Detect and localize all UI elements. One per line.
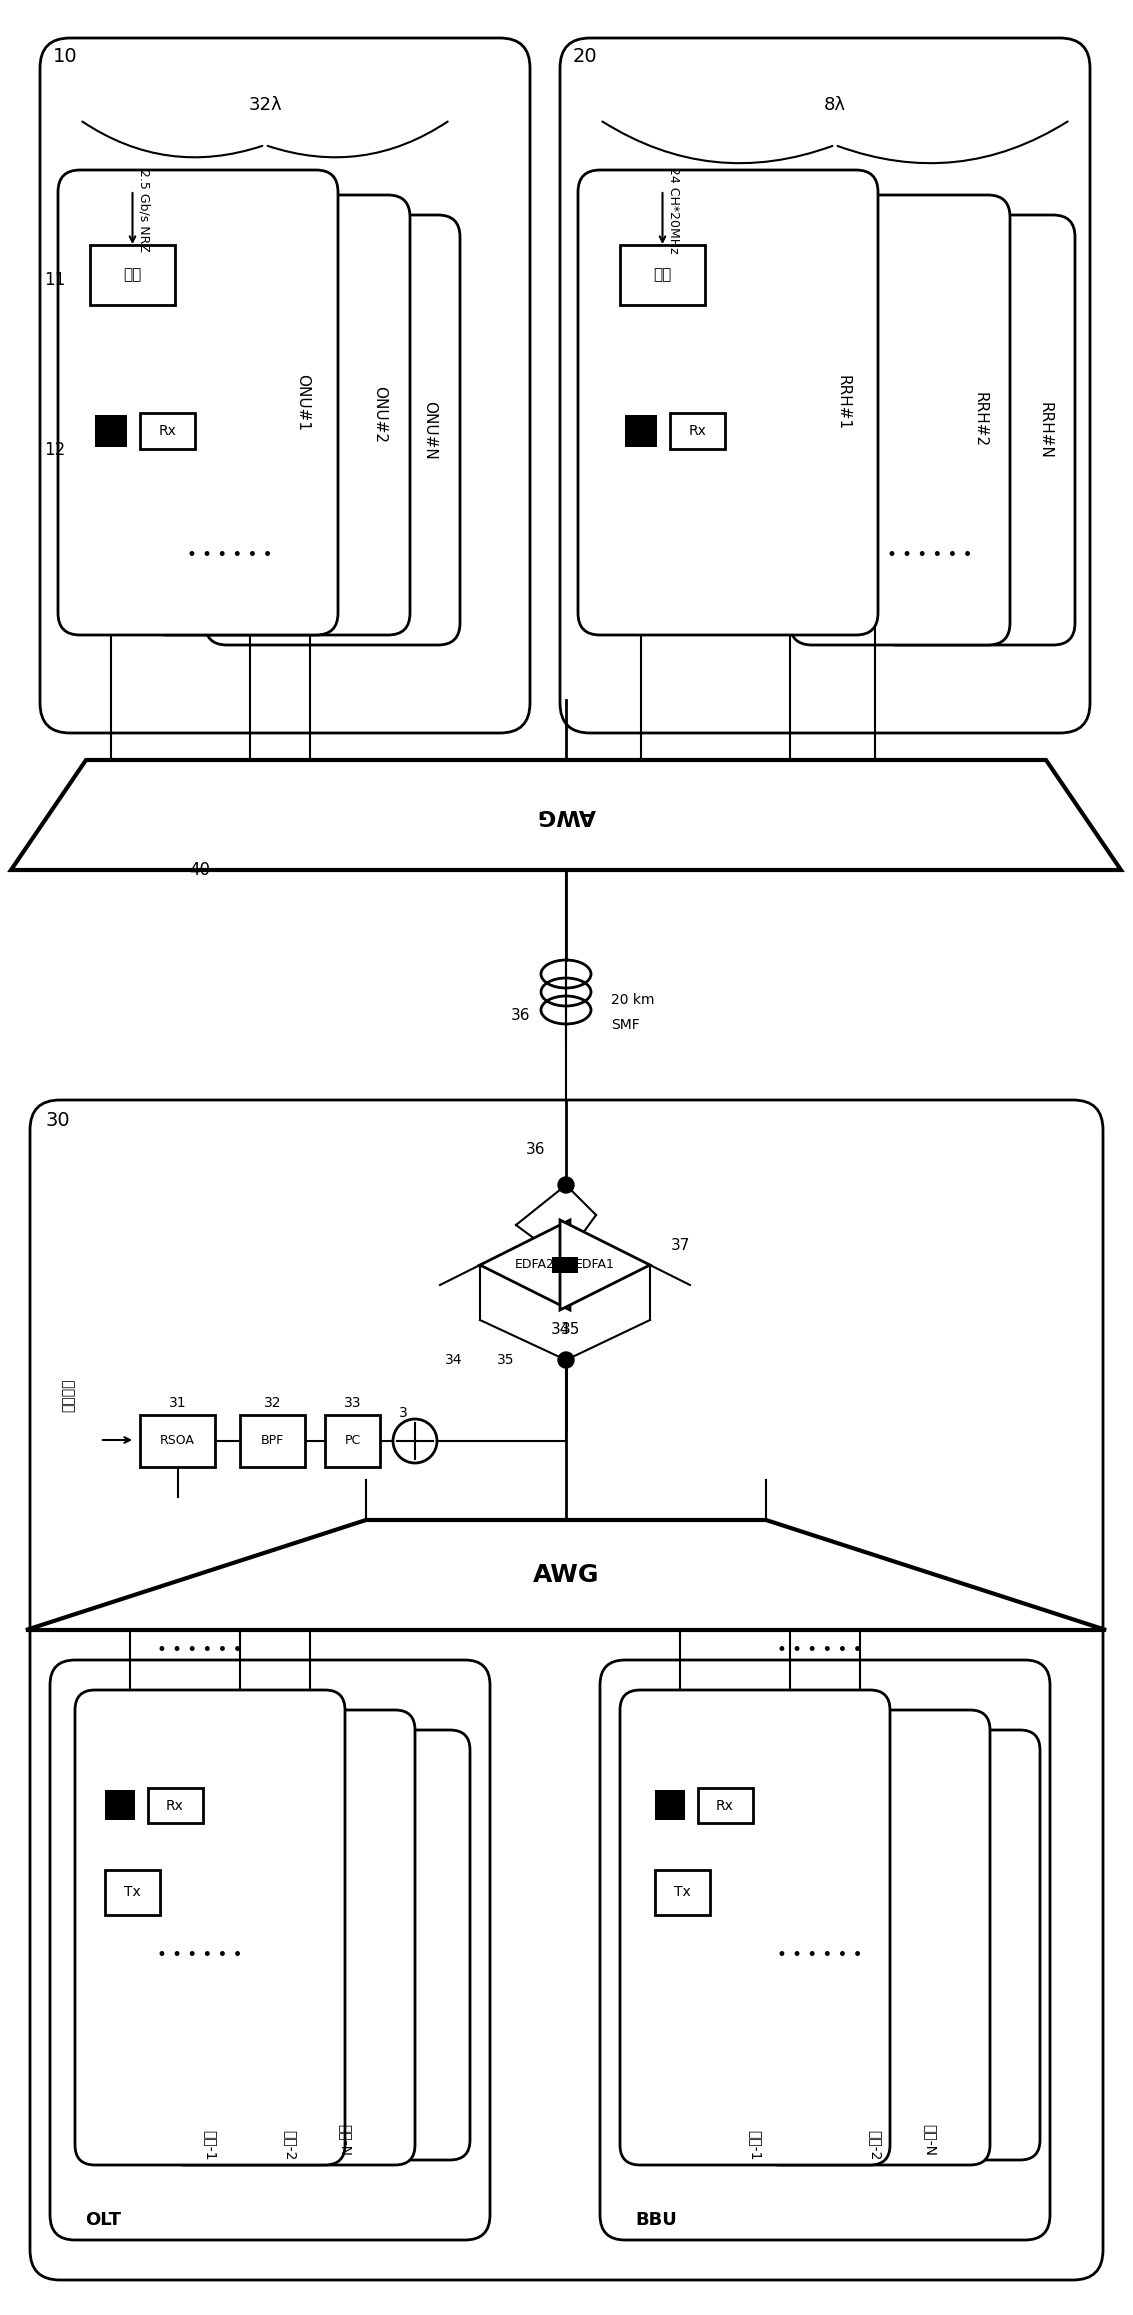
Text: 34: 34 <box>445 1352 462 1366</box>
Text: EDFA2: EDFA2 <box>516 1259 555 1271</box>
Circle shape <box>557 1352 574 1368</box>
Text: Rx: Rx <box>689 424 707 438</box>
Bar <box>325 1414 380 1468</box>
FancyBboxPatch shape <box>50 1660 489 2241</box>
Bar <box>90 245 174 306</box>
FancyBboxPatch shape <box>560 37 1090 734</box>
Bar <box>105 1789 135 1820</box>
FancyBboxPatch shape <box>600 1660 1050 2241</box>
Text: • • • • • •: • • • • • • <box>187 546 273 565</box>
Bar <box>95 414 127 447</box>
FancyBboxPatch shape <box>875 215 1075 646</box>
Text: 通道-N: 通道-N <box>338 2123 352 2155</box>
FancyBboxPatch shape <box>145 194 410 634</box>
Text: EDFA1: EDFA1 <box>576 1259 615 1271</box>
FancyBboxPatch shape <box>760 1711 990 2165</box>
FancyBboxPatch shape <box>220 1729 470 2160</box>
FancyBboxPatch shape <box>58 169 338 634</box>
Text: RRH#2: RRH#2 <box>972 394 988 447</box>
Text: 36: 36 <box>526 1144 546 1158</box>
FancyBboxPatch shape <box>820 1729 1040 2160</box>
Text: ONU#2: ONU#2 <box>373 387 387 444</box>
Bar <box>140 412 195 449</box>
Bar <box>148 1787 203 1822</box>
Bar <box>140 1414 215 1468</box>
Text: Rx: Rx <box>167 1799 184 1813</box>
Text: 12: 12 <box>44 440 66 458</box>
FancyBboxPatch shape <box>578 169 878 634</box>
Text: 10: 10 <box>53 46 77 65</box>
Text: 32: 32 <box>264 1396 281 1410</box>
Text: 36: 36 <box>511 1007 530 1023</box>
Bar <box>562 1257 578 1273</box>
FancyBboxPatch shape <box>790 194 1010 646</box>
Text: 34: 34 <box>551 1322 570 1338</box>
Text: 35: 35 <box>497 1352 514 1366</box>
Circle shape <box>557 1176 574 1192</box>
Text: RSOA: RSOA <box>160 1435 195 1447</box>
Text: 20 km: 20 km <box>611 993 655 1007</box>
Text: Rx: Rx <box>159 424 177 438</box>
Text: 40: 40 <box>189 861 211 880</box>
Bar <box>670 412 725 449</box>
Bar <box>620 245 705 306</box>
FancyBboxPatch shape <box>40 37 530 734</box>
Polygon shape <box>11 759 1121 870</box>
Text: 31: 31 <box>169 1396 186 1410</box>
Text: • • • • • •: • • • • • • <box>887 546 973 565</box>
Text: RRH#N: RRH#N <box>1038 400 1053 458</box>
Text: AWG: AWG <box>537 806 596 824</box>
FancyBboxPatch shape <box>620 1690 891 2165</box>
FancyBboxPatch shape <box>29 1100 1104 2280</box>
Polygon shape <box>480 1220 570 1310</box>
Text: 37: 37 <box>671 1239 690 1252</box>
Text: 24 CH*20MHz: 24 CH*20MHz <box>667 167 681 252</box>
Text: 直流偏置: 直流偏置 <box>61 1377 75 1412</box>
Text: ONU#N: ONU#N <box>423 400 437 458</box>
Text: 30: 30 <box>45 1111 70 1130</box>
Text: BBU: BBU <box>634 2211 676 2229</box>
Text: OLT: OLT <box>85 2211 121 2229</box>
Polygon shape <box>26 1521 1106 1630</box>
Text: Tx: Tx <box>123 1884 140 1898</box>
Text: 通道-2: 通道-2 <box>868 2130 881 2160</box>
Text: Rx: Rx <box>716 1799 734 1813</box>
Text: AWG: AWG <box>533 1563 599 1588</box>
Text: RRH#1: RRH#1 <box>835 375 851 431</box>
Text: 通道-2: 通道-2 <box>283 2130 297 2160</box>
Bar <box>552 1257 568 1273</box>
FancyBboxPatch shape <box>75 1690 346 2165</box>
Text: 20: 20 <box>572 46 597 65</box>
Text: ONU#1: ONU#1 <box>296 375 310 431</box>
Bar <box>655 1789 685 1820</box>
Text: 光源: 光源 <box>654 269 672 282</box>
Polygon shape <box>560 1220 650 1310</box>
Text: 通道-1: 通道-1 <box>203 2130 218 2160</box>
Text: Tx: Tx <box>674 1884 690 1898</box>
FancyBboxPatch shape <box>205 215 460 646</box>
Bar <box>625 414 657 447</box>
Text: 2.5 Gb/s NRZ: 2.5 Gb/s NRZ <box>137 169 151 252</box>
Text: 通道-1: 通道-1 <box>748 2130 763 2160</box>
Text: 33: 33 <box>343 1396 361 1410</box>
Bar <box>698 1787 753 1822</box>
Text: 通道-N: 通道-N <box>923 2123 937 2155</box>
Text: • • • • • •: • • • • • • <box>157 1947 242 1963</box>
Text: 35: 35 <box>561 1322 580 1338</box>
Text: 光源: 光源 <box>123 269 142 282</box>
Text: 8λ: 8λ <box>824 95 846 113</box>
Bar <box>105 1871 160 1915</box>
Text: • • • • • •: • • • • • • <box>157 1641 242 1660</box>
Text: BPF: BPF <box>261 1435 284 1447</box>
Text: 11: 11 <box>44 271 66 289</box>
Text: 3: 3 <box>399 1405 408 1419</box>
Text: 32λ: 32λ <box>248 95 282 113</box>
FancyBboxPatch shape <box>165 1711 415 2165</box>
Text: PC: PC <box>344 1435 360 1447</box>
Bar <box>655 1871 710 1915</box>
Text: SMF: SMF <box>611 1019 640 1032</box>
Text: • • • • • •: • • • • • • <box>777 1947 862 1963</box>
Text: • • • • • •: • • • • • • <box>777 1641 862 1660</box>
Bar <box>240 1414 305 1468</box>
